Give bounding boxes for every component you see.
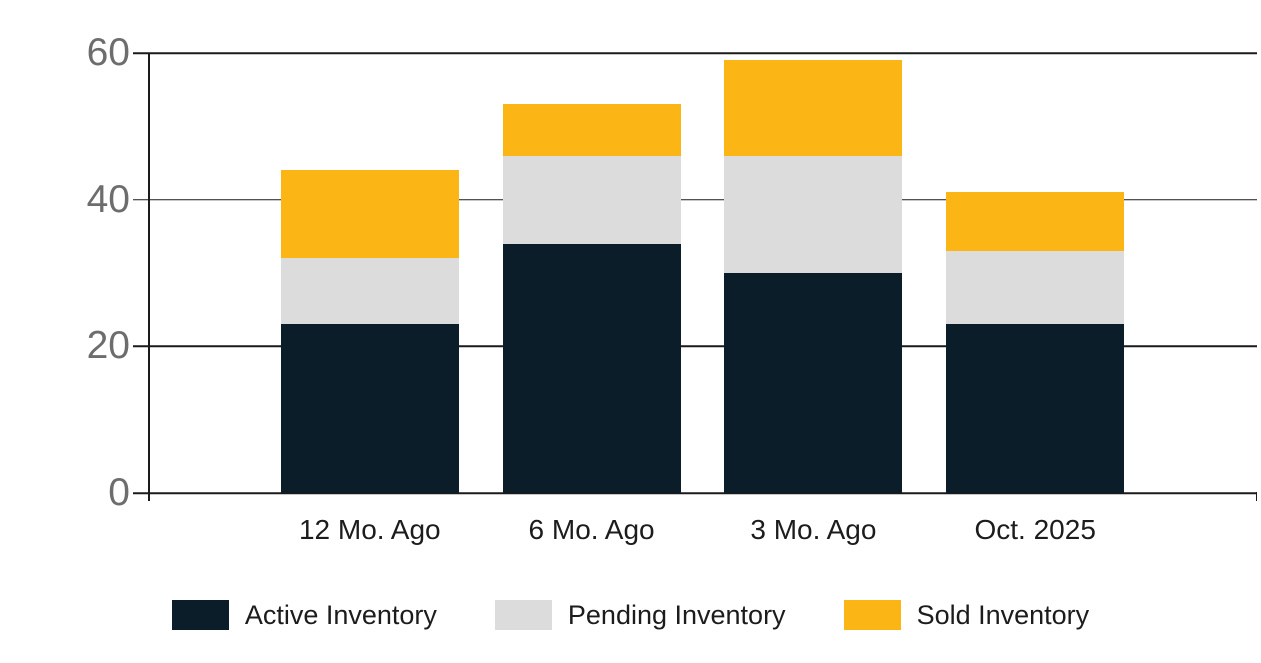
segment-pending-inventory-oct-2025: [946, 251, 1125, 325]
gridline-y-20: [133, 345, 1257, 348]
x-axis-end-tick: [1255, 492, 1257, 501]
segment-active-inventory-6-mo-ago: [502, 243, 681, 493]
legend-swatch-pending-inventory: [494, 600, 552, 630]
gridline-y-0: [133, 492, 1257, 494]
legend-item-pending-inventory: Pending Inventory: [494, 597, 786, 633]
bar-3-mo-ago: [724, 60, 903, 493]
bar-6-mo-ago: [502, 104, 681, 493]
segment-sold-inventory-3-mo-ago: [724, 60, 903, 156]
segment-pending-inventory-6-mo-ago: [502, 155, 681, 244]
legend-label-sold-inventory: Sold Inventory: [916, 600, 1090, 630]
segment-active-inventory-3-mo-ago: [724, 273, 903, 493]
y-tick-label-60: 60: [86, 31, 130, 74]
y-axis-tick-labels: 0 20 40 60: [0, 0, 130, 663]
segment-active-inventory-oct-2025: [946, 324, 1125, 493]
x-tick-label-6-mo-ago: 6 Mo. Ago: [528, 514, 655, 545]
y-axis-line: [148, 53, 150, 501]
legend-item-sold-inventory: Sold Inventory: [843, 597, 1090, 633]
y-tick-label-20: 20: [86, 324, 130, 368]
segment-sold-inventory-oct-2025: [946, 192, 1125, 252]
x-tick-label-3-mo-ago: 3 Mo. Ago: [750, 514, 877, 545]
segment-pending-inventory-3-mo-ago: [724, 155, 903, 273]
segment-active-inventory-12-mo-ago: [280, 324, 459, 493]
x-axis-tick-labels: 12 Mo. Ago 6 Mo. Ago 3 Mo. Ago Oct. 2025: [148, 512, 1257, 552]
segment-sold-inventory-12-mo-ago: [280, 170, 459, 259]
bar-oct-2025: [946, 192, 1125, 493]
legend-swatch-active-inventory: [171, 600, 229, 630]
y-tick-label-40: 40: [86, 177, 130, 221]
segment-pending-inventory-12-mo-ago: [280, 258, 459, 325]
gridline-y-60: [133, 52, 1257, 54]
legend-label-pending-inventory: Pending Inventory: [567, 600, 786, 630]
legend: Active Inventory Pending Inventory Sold In…: [0, 597, 1261, 633]
plot-area: [133, 52, 1257, 501]
gridline-y-40: [133, 198, 1257, 201]
legend-swatch-sold-inventory: [843, 600, 901, 630]
bar-12-mo-ago: [280, 170, 459, 493]
y-tick-label-0: 0: [108, 471, 130, 514]
legend-label-active-inventory: Active Inventory: [244, 600, 437, 630]
legend-item-active-inventory: Active Inventory: [171, 597, 437, 633]
segment-sold-inventory-6-mo-ago: [502, 104, 681, 156]
x-tick-label-oct-2025: Oct. 2025: [974, 514, 1096, 545]
x-tick-label-12-mo-ago: 12 Mo. Ago: [298, 514, 441, 545]
